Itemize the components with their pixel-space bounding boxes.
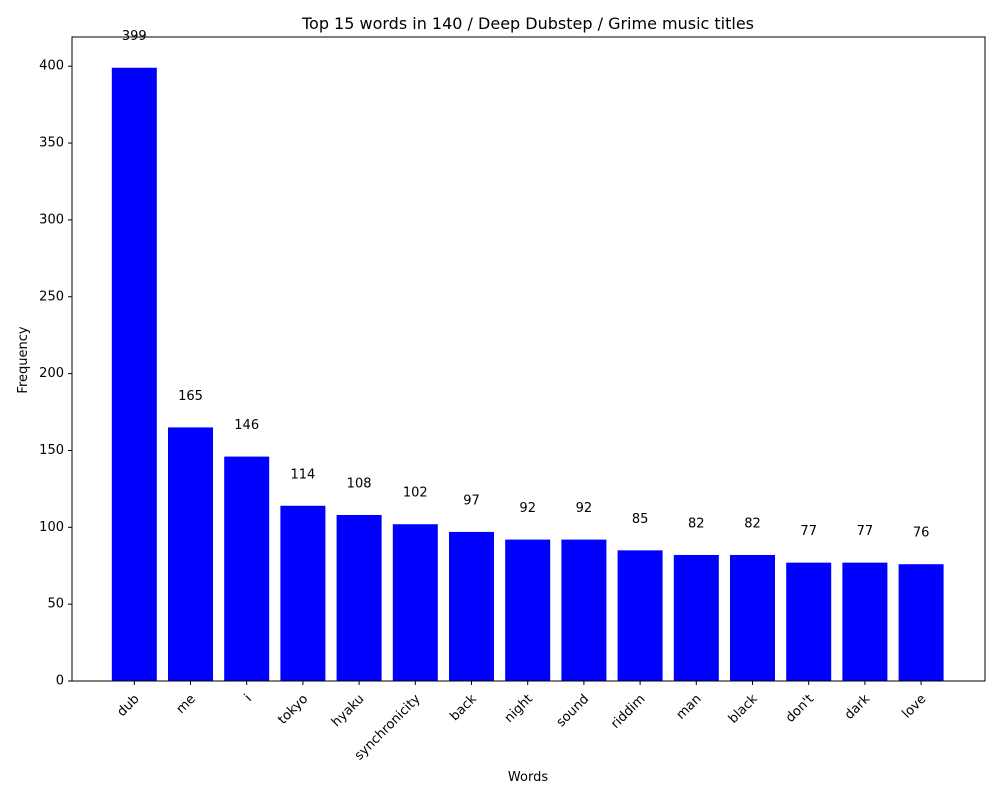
y-tick-label: 350 — [39, 136, 64, 151]
x-tick-label: love — [900, 692, 930, 722]
data-label-me: 165 — [178, 389, 203, 404]
x-tick-label: night — [502, 692, 536, 726]
bar-dark — [842, 562, 888, 681]
data-label-black: 82 — [744, 516, 761, 531]
y-tick-label: 100 — [39, 520, 64, 535]
bar-back — [449, 531, 494, 681]
bar-sound — [561, 539, 607, 681]
data-label-i: 146 — [234, 418, 259, 433]
data-label-hyaku: 108 — [347, 477, 372, 492]
x-axis-label: Words — [508, 770, 548, 785]
data-label-dark: 77 — [857, 524, 874, 539]
x-tick-label: back — [447, 691, 480, 724]
data-label-night: 92 — [519, 501, 536, 516]
bar-synchronicity — [392, 524, 438, 681]
data-label-tokyo: 114 — [290, 467, 315, 482]
x-tick-label: don't — [783, 692, 817, 726]
x-tick-label: i — [242, 692, 255, 705]
data-label-synchronicity: 102 — [403, 486, 428, 501]
bar-man — [673, 554, 719, 681]
bar-tokyo — [280, 505, 326, 681]
bar-don't — [786, 562, 832, 681]
bar-dub — [111, 67, 157, 682]
bar-i — [224, 456, 270, 681]
x-tick-label: riddim — [608, 692, 648, 732]
x-tick-label: dark — [842, 691, 874, 723]
data-label-back: 97 — [463, 493, 480, 508]
x-tick-label: me — [174, 692, 199, 717]
data-label-sound: 92 — [576, 501, 593, 516]
plot-frame — [71, 36, 986, 682]
x-tick-label: dub — [114, 692, 142, 720]
chart-title: Top 15 words in 140 / Deep Dubstep / Gri… — [301, 14, 754, 33]
x-tick-label: hyaku — [329, 692, 367, 730]
y-tick-label: 50 — [47, 597, 64, 612]
y-axis-label: Frequency — [16, 326, 31, 393]
x-tick-label: sound — [554, 692, 593, 731]
y-tick-label: 150 — [39, 443, 64, 458]
data-label-don't: 77 — [800, 524, 817, 539]
x-tick-label: man — [674, 692, 705, 723]
data-label-love: 76 — [913, 526, 930, 541]
bar-night — [505, 539, 551, 681]
bar-riddim — [617, 550, 663, 681]
data-label-man: 82 — [688, 516, 705, 531]
data-label-riddim: 85 — [632, 512, 649, 527]
y-tick-label: 400 — [39, 59, 64, 74]
bar-me — [168, 427, 213, 681]
x-tick-label: tokyo — [275, 692, 311, 728]
y-tick-label: 300 — [39, 212, 64, 227]
y-tick-label: 0 — [56, 674, 64, 689]
bar-black — [730, 554, 775, 681]
bar-hyaku — [336, 515, 382, 681]
x-tick-label: black — [726, 691, 761, 726]
y-tick-label: 250 — [39, 289, 64, 304]
y-tick-label: 200 — [39, 366, 64, 381]
y-axis: 0 50 100 150 200 250 300 350 400 — [39, 59, 72, 689]
bars — [111, 67, 944, 682]
bar-love — [898, 564, 944, 681]
